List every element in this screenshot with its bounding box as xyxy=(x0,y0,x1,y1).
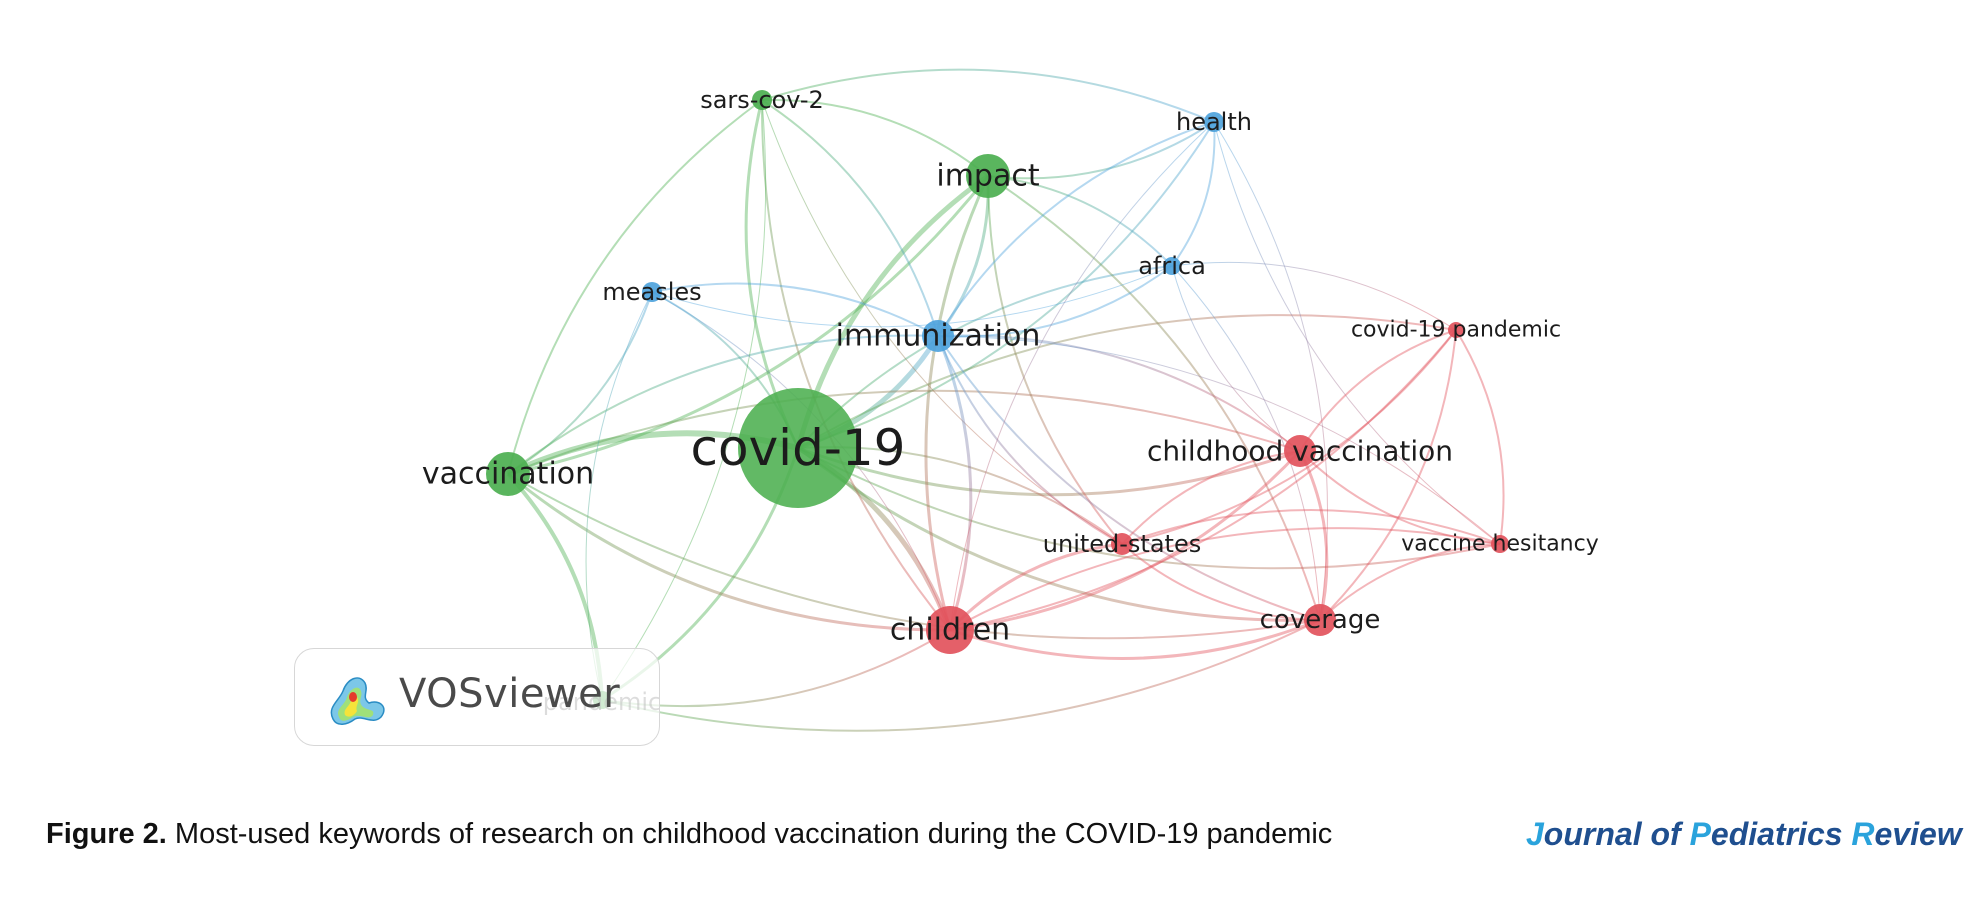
edge-immunization--childhood-vaccination xyxy=(937,334,1301,452)
node-label-health: health xyxy=(1176,108,1252,136)
node-africa xyxy=(1163,257,1181,275)
edge-children--vaccine-hesitancy xyxy=(949,527,1501,631)
node-label-vaccine-hesitancy: vaccine hesitancy xyxy=(1401,532,1599,557)
node-label-vaccination: vaccination xyxy=(422,457,594,492)
edge-africa--coverage xyxy=(1171,265,1321,621)
edge-coverage--covid-19-pandemic xyxy=(1319,329,1457,621)
edge-immunization--united-states xyxy=(937,335,1123,545)
edge-united-states--coverage xyxy=(1121,543,1321,621)
edge-impact--sars-cov-2 xyxy=(761,98,989,177)
network-nodes xyxy=(486,90,1509,709)
node-label-coverage: coverage xyxy=(1260,605,1381,635)
edge-immunization--vaccine-hesitancy xyxy=(937,335,1501,545)
edge-impact--united-states xyxy=(987,175,1123,545)
node-label-africa: africa xyxy=(1138,252,1206,280)
keyword-network: covid-19vaccinationimpactsars-cov-2pande… xyxy=(422,68,1599,732)
edge-sars-cov-2--children xyxy=(760,99,951,631)
edge-covid-19--covid-19-pandemic xyxy=(797,314,1457,449)
edge-sars-cov-2--immunization xyxy=(761,99,939,337)
node-united-states xyxy=(1111,533,1133,555)
node-coverage xyxy=(1304,604,1336,636)
edge-childhood-vaccination--united-states xyxy=(1121,450,1301,545)
edge-childhood-vaccination--coverage xyxy=(1298,450,1329,621)
edge-impact--immunization xyxy=(936,175,990,337)
edge-sars-cov-2--health xyxy=(761,68,1215,123)
node-immunization xyxy=(922,320,954,352)
edge-vaccination--measles xyxy=(507,291,653,475)
edge-measles--pandemic xyxy=(585,291,653,701)
journal-name-part: ournal of xyxy=(1543,816,1690,852)
node-label-impact: impact xyxy=(936,159,1039,194)
node-vaccination xyxy=(486,452,530,496)
figure-label: Figure 2. xyxy=(46,818,167,850)
node-label-immunization: immunization xyxy=(836,319,1041,354)
node-label-covid-19: covid-19 xyxy=(691,419,906,477)
edge-health--africa xyxy=(1171,121,1216,267)
edge-vaccination--impact xyxy=(507,175,990,476)
edge-covid-19--coverage xyxy=(797,446,1321,622)
edge-children--coverage xyxy=(949,618,1321,660)
node-covid-19 xyxy=(738,388,858,508)
edge-health--vaccine-hesitancy xyxy=(1213,121,1501,545)
node-label-united-states: united-states xyxy=(1043,530,1201,558)
journal-name-part: eview xyxy=(1874,816,1962,852)
edge-vaccination--immunization xyxy=(507,334,939,475)
node-label-measles: measles xyxy=(602,278,701,306)
edge-coverage--pandemic xyxy=(601,619,1321,732)
edge-impact--coverage xyxy=(987,175,1321,621)
node-label-children: children xyxy=(890,613,1010,648)
edge-health--coverage xyxy=(1213,121,1328,621)
figure-caption-text: Most-used keywords of research on childh… xyxy=(166,818,1333,850)
edge-immunization--children xyxy=(936,335,973,631)
edge-vaccine-hesitancy--covid-19-pandemic xyxy=(1455,329,1505,545)
node-children xyxy=(926,606,974,654)
node-covid-19-pandemic xyxy=(1448,322,1464,338)
network-labels: covid-19vaccinationimpactsars-cov-2pande… xyxy=(422,86,1599,716)
vosviewer-watermark: VOSviewer xyxy=(294,648,660,746)
edge-impact--africa xyxy=(987,175,1173,267)
edge-africa--covid-19-pandemic xyxy=(1171,261,1457,331)
node-label-sars-cov-2: sars-cov-2 xyxy=(700,86,824,114)
edge-vaccination--coverage xyxy=(507,473,1321,640)
journal-name: Journal of Pediatrics Review xyxy=(1526,816,1962,853)
edge-united-states--vaccine-hesitancy xyxy=(1121,508,1501,545)
edge-vaccination--sars-cov-2 xyxy=(507,99,763,475)
journal-name-part: ediatrics xyxy=(1710,816,1852,852)
vosviewer-wordmark: VOSviewer xyxy=(399,671,621,717)
node-vaccine-hesitancy xyxy=(1491,535,1509,553)
edge-children--united-states xyxy=(948,542,1123,632)
edge-immunization--measles xyxy=(651,282,939,337)
edge-impact--children xyxy=(924,175,990,631)
edge-covid-19--health xyxy=(797,121,1215,449)
edge-children--covid-19-pandemic xyxy=(949,329,1457,631)
edge-immunization--coverage xyxy=(937,335,1321,621)
journal-name-part: P xyxy=(1689,816,1711,852)
edge-impact--health xyxy=(987,121,1215,180)
vosviewer-logo-icon xyxy=(330,677,385,725)
edge-united-states--covid-19-pandemic xyxy=(1121,329,1457,545)
edge-measles--africa xyxy=(651,265,1173,328)
node-impact xyxy=(966,154,1010,198)
node-label-covid-19-pandemic: covid-19 pandemic xyxy=(1351,318,1561,343)
edge-immunization--health xyxy=(937,121,1215,337)
edge-vaccination--children xyxy=(507,472,951,632)
edge-health--children xyxy=(949,121,1215,631)
edge-childhood-vaccination--covid-19-pandemic xyxy=(1299,329,1457,452)
node-health xyxy=(1204,112,1224,132)
node-measles xyxy=(642,282,662,302)
figure-caption: Figure 2. Most-used keywords of research… xyxy=(46,818,1332,851)
node-sars-cov-2 xyxy=(752,90,772,110)
edge-africa--childhood-vaccination xyxy=(1171,265,1301,452)
journal-name-part: J xyxy=(1526,816,1544,852)
journal-name-part: R xyxy=(1851,816,1875,852)
edge-vaccination--childhood-vaccination xyxy=(507,389,1301,475)
edge-sars-cov-2--pandemic xyxy=(601,99,767,701)
node-childhood-vaccination xyxy=(1284,435,1316,467)
edge-coverage--vaccine-hesitancy xyxy=(1319,543,1501,621)
node-label-childhood-vaccination: childhood vaccination xyxy=(1147,435,1453,468)
